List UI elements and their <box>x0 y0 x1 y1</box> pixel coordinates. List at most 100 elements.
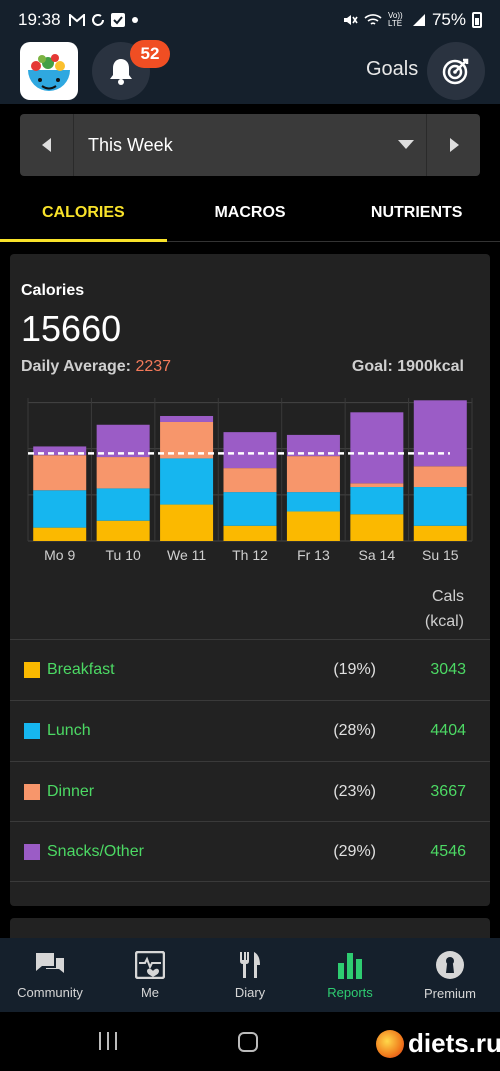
daily-average: Daily Average: 2237 <box>21 358 171 376</box>
signal-icon <box>412 14 425 26</box>
bell-icon <box>110 59 132 85</box>
card-title: Calories <box>21 282 85 299</box>
nav-label: Me <box>140 984 160 1000</box>
goals-button[interactable] <box>427 42 485 100</box>
goals-label[interactable]: Goals <box>366 58 419 80</box>
calories-chart[interactable]: Mo 9 Tu 10 We 11 Th 12 Fr 13 Sa 14 Su 15 <box>20 394 480 574</box>
snacks-swatch <box>24 844 40 860</box>
status-right-icons: Vo)) LTE 75% <box>342 10 482 30</box>
bar-segment-dinner <box>286 456 340 493</box>
bar-segment-snacks-other <box>350 412 404 484</box>
bar-segment-lunch <box>286 492 340 512</box>
nav-label: Premium <box>423 985 476 1001</box>
bar-segment-dinner <box>350 483 404 488</box>
meal-name: Snacks/Other <box>47 843 144 860</box>
bar-segment-lunch <box>413 487 467 526</box>
bar-segment-breakfast <box>96 520 150 541</box>
bar-segment-dinner <box>223 468 277 493</box>
period-dropdown[interactable]: This Week <box>74 114 426 176</box>
notification-badge: 52 <box>130 40 170 68</box>
cals-header-line2: (kcal) <box>424 613 464 630</box>
battery-icon <box>472 12 482 28</box>
meal-calories: 3667 <box>430 783 466 800</box>
lunch-swatch <box>24 723 40 739</box>
previous-period-button[interactable] <box>20 114 74 176</box>
apple-logo-icon <box>376 1029 404 1058</box>
nav-diary[interactable]: Diary <box>200 938 300 1012</box>
meal-row-snacks[interactable]: Snacks/Other (29%) 4546 <box>10 821 490 882</box>
x-tick-label: Th 12 <box>232 547 268 563</box>
bar-segment-breakfast <box>223 525 277 541</box>
bottom-navigation: Community Me Diary Reports Premium <box>0 938 500 1012</box>
meal-name: Dinner <box>47 783 95 800</box>
cals-column-header: Cals (kcal) <box>425 584 464 634</box>
cals-header-line1: Cals <box>431 588 464 605</box>
bar-segment-lunch <box>33 490 87 528</box>
status-bar: 19:38 Vo)) LTE 75% <box>0 0 500 40</box>
heart-monitor-icon <box>135 950 165 979</box>
x-tick-label: We 11 <box>167 547 206 563</box>
bar-segment-snacks-other <box>223 432 277 469</box>
period-selector: This Week <box>20 114 480 176</box>
report-tabs: CALORIES MACROS NUTRIENTS <box>0 184 500 242</box>
keyhole-icon <box>436 950 464 979</box>
daily-average-label: Daily Average: <box>21 358 131 375</box>
gmail-icon <box>68 13 85 26</box>
tab-macros[interactable]: MACROS <box>214 203 286 221</box>
bar-segment-dinner <box>96 457 150 489</box>
battery-percent: 75% <box>431 10 466 29</box>
calories-card: Calories 15660 Daily Average: 2237 Goal:… <box>10 254 490 906</box>
nav-label: Community <box>17 984 83 1000</box>
meal-percent: (29%) <box>333 843 376 860</box>
dinner-swatch <box>24 784 40 800</box>
meal-row-breakfast[interactable]: Breakfast (19%) 3043 <box>10 639 490 700</box>
bar-segment-breakfast <box>286 511 340 541</box>
volte-icon: Vo)) LTE <box>387 11 403 28</box>
bar-segment-snacks-other <box>160 415 214 422</box>
bar-segment-lunch <box>350 487 404 515</box>
home-button[interactable] <box>238 1032 258 1052</box>
total-calories: 15660 <box>21 308 122 349</box>
x-tick-label: Fr 13 <box>297 547 330 563</box>
nav-label: Reports <box>327 984 373 1000</box>
recents-button[interactable] <box>99 1032 117 1050</box>
dot-icon <box>131 17 138 23</box>
target-icon <box>442 58 469 85</box>
nav-community[interactable]: Community <box>0 938 100 1012</box>
daily-average-value: 2237 <box>135 358 172 375</box>
chat-icon <box>36 952 64 973</box>
tab-calories[interactable]: CALORIES <box>0 184 167 242</box>
breakfast-swatch <box>24 662 40 678</box>
sync-icon <box>91 14 104 26</box>
wifi-icon <box>364 14 382 25</box>
tab-nutrients[interactable]: NUTRIENTS <box>370 203 463 221</box>
meal-row-dinner[interactable]: Dinner (23%) 3667 <box>10 761 490 822</box>
meal-calories: 4404 <box>430 722 466 739</box>
bar-segment-breakfast <box>350 514 404 541</box>
meal-percent: (23%) <box>333 783 376 800</box>
bar-segment-snacks-other <box>286 434 340 457</box>
x-tick-label: Sa 14 <box>359 547 396 563</box>
next-period-button[interactable] <box>426 114 480 176</box>
chevron-down-icon <box>398 140 414 149</box>
bar-segment-breakfast <box>33 527 87 541</box>
meal-calories: 4546 <box>430 843 466 860</box>
nav-me[interactable]: Me <box>100 938 200 1012</box>
meal-row-lunch[interactable]: Lunch (28%) 4404 <box>10 700 490 761</box>
chevron-right-icon <box>449 138 459 152</box>
x-tick-label: Tu 10 <box>106 547 141 563</box>
meal-percent: (19%) <box>333 661 376 678</box>
watermark-text: diets.ru <box>408 1028 500 1058</box>
meal-name: Breakfast <box>47 661 115 678</box>
nav-reports[interactable]: Reports <box>300 938 400 1012</box>
app-logo[interactable] <box>20 42 78 100</box>
mute-icon <box>343 15 358 25</box>
table-divider <box>10 881 490 882</box>
nav-premium[interactable]: Premium <box>400 938 500 1012</box>
bar-segment-dinner <box>413 466 467 488</box>
meal-name: Lunch <box>47 722 91 739</box>
app-header: 52 Goals <box>0 40 500 104</box>
x-tick-label: Mo 9 <box>44 547 75 563</box>
goal-label: Goal: 1900kcal <box>351 358 464 375</box>
period-dropdown-value: This Week <box>88 134 173 155</box>
